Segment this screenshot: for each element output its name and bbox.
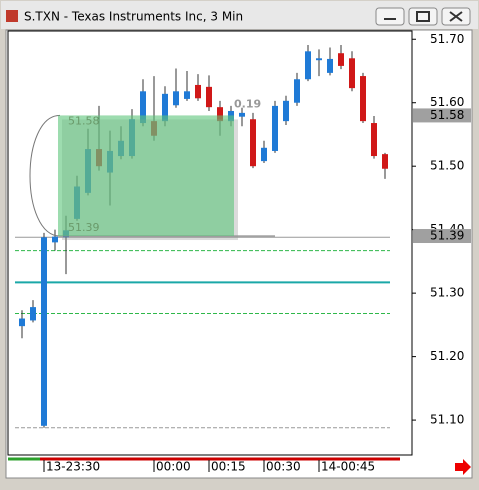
candle-body bbox=[41, 237, 47, 426]
x-tick-label: 13-23:30 bbox=[46, 460, 100, 474]
close-icon bbox=[449, 11, 463, 22]
x-tick-label: 00:30 bbox=[266, 460, 301, 474]
candle-body bbox=[294, 79, 300, 103]
x-tick-label: 00:00 bbox=[156, 460, 191, 474]
candle-body bbox=[338, 53, 344, 66]
measure-diff-label: 0.19 bbox=[234, 97, 261, 110]
candle-body bbox=[272, 105, 278, 151]
y-tick-label: 51.70 bbox=[430, 32, 464, 46]
candle-body bbox=[162, 93, 168, 122]
price-marker-label: 51.39 bbox=[430, 229, 464, 243]
candle-body bbox=[52, 236, 58, 243]
window-title: S.TXN - Texas Instruments Inc, 3 Min bbox=[24, 10, 243, 24]
maximize-button[interactable] bbox=[408, 7, 438, 26]
y-tick-label: 51.20 bbox=[430, 349, 464, 363]
price-marker bbox=[413, 108, 471, 123]
candle-body bbox=[283, 100, 289, 122]
candle-body bbox=[261, 147, 267, 162]
y-tick-label: 51.10 bbox=[430, 413, 464, 427]
app-icon bbox=[6, 10, 18, 22]
candle-body bbox=[30, 307, 36, 321]
candle-body bbox=[239, 112, 245, 117]
y-tick-label: 51.30 bbox=[430, 286, 464, 300]
price-marker-label: 51.58 bbox=[430, 108, 464, 122]
candle-body bbox=[250, 119, 256, 167]
candle-body bbox=[195, 84, 201, 99]
x-tick-label: 14-00:45 bbox=[321, 460, 375, 474]
measure-top-label: 51.58 bbox=[68, 114, 100, 127]
candle-body bbox=[217, 107, 223, 122]
candle-body bbox=[305, 51, 311, 80]
candle-body bbox=[382, 154, 388, 169]
y-tick-label: 51.60 bbox=[430, 95, 464, 109]
minimize-button[interactable] bbox=[375, 7, 405, 26]
candle-body bbox=[206, 86, 212, 108]
candle-body bbox=[173, 91, 179, 106]
candle-body bbox=[349, 58, 355, 89]
candle-body bbox=[184, 91, 190, 99]
maximize-icon bbox=[416, 11, 430, 22]
candle-body bbox=[19, 318, 25, 327]
y-tick-label: 51.50 bbox=[430, 159, 464, 173]
scroll-arrow[interactable] bbox=[455, 459, 471, 475]
x-tick-label: 00:15 bbox=[211, 460, 246, 474]
candle-body bbox=[360, 76, 366, 122]
price-marker bbox=[413, 229, 471, 244]
candle-body bbox=[327, 58, 333, 73]
measure-box bbox=[58, 115, 234, 237]
candle-body bbox=[140, 91, 146, 124]
candle-body bbox=[371, 123, 377, 157]
measure-bracket bbox=[29, 114, 275, 237]
measure-bottom-label: 51.39 bbox=[68, 221, 100, 234]
candle-body bbox=[316, 58, 322, 61]
